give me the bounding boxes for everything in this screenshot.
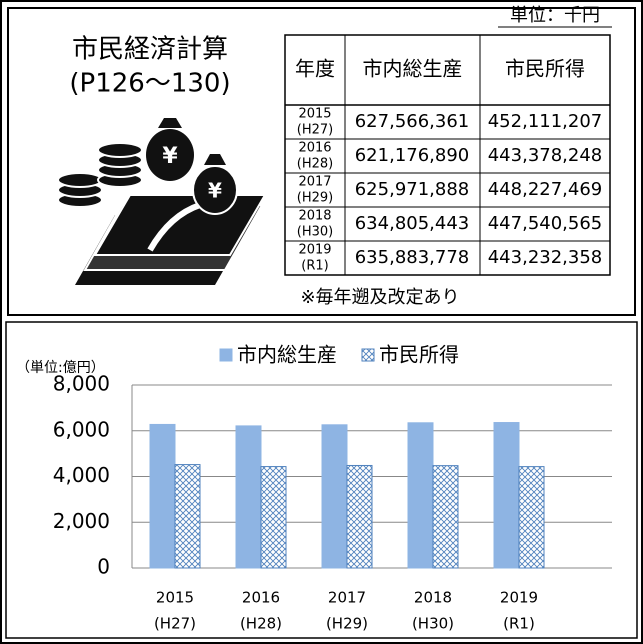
table-border bbox=[284, 34, 611, 276]
table-year: 2018 bbox=[298, 209, 331, 224]
svg-text:¥: ¥ bbox=[162, 144, 178, 169]
table-era: (H28) bbox=[297, 157, 333, 172]
x-tick-note: (R1) bbox=[503, 615, 535, 633]
x-tick-note: (H30) bbox=[412, 615, 454, 633]
table-era: (R1) bbox=[301, 259, 328, 274]
table-cell: 443,232,358 bbox=[488, 247, 603, 268]
bar bbox=[432, 465, 459, 569]
table-cell: 443,378,248 bbox=[488, 145, 603, 166]
svg-text:¥: ¥ bbox=[208, 179, 222, 203]
bar bbox=[235, 425, 262, 569]
table-note: ※毎年遡及改定あり bbox=[300, 287, 459, 308]
table-header: 年度 bbox=[295, 57, 335, 81]
unit: 単位：千円 bbox=[510, 5, 600, 26]
x-tick-note: (H27) bbox=[154, 615, 196, 633]
x-tick-note: (H28) bbox=[240, 615, 282, 633]
subtitle: (P126〜130) bbox=[69, 69, 230, 99]
legend-swatch bbox=[361, 348, 375, 362]
table-cell: 621,176,890 bbox=[355, 145, 470, 166]
x-tick-label: 2018 bbox=[414, 589, 452, 607]
y-tick-label: 4,000 bbox=[53, 463, 110, 487]
table-header: 市内総生産 bbox=[363, 57, 463, 81]
bar bbox=[260, 466, 287, 569]
y-tick-label: 6,000 bbox=[53, 417, 110, 441]
legend-swatch bbox=[219, 348, 233, 362]
x-tick-note: (H29) bbox=[326, 615, 368, 633]
bar bbox=[149, 423, 176, 569]
table-cell: 627,566,361 bbox=[355, 111, 470, 132]
y-tick-label: 8,000 bbox=[53, 372, 110, 396]
legend-label: 市内総生産 bbox=[237, 343, 337, 367]
table-year: 2017 bbox=[298, 175, 331, 190]
table-year: 2015 bbox=[298, 107, 331, 122]
table-era: (H29) bbox=[297, 191, 333, 206]
bar bbox=[407, 422, 434, 569]
y-tick-label: 0 bbox=[97, 555, 110, 579]
table-cell: 452,111,207 bbox=[488, 111, 603, 132]
bar bbox=[518, 466, 545, 569]
x-tick-label: 2017 bbox=[328, 589, 366, 607]
table-cell: 635,883,778 bbox=[355, 247, 470, 268]
chart-panel bbox=[5, 321, 638, 639]
legend-label: 市民所得 bbox=[379, 343, 459, 367]
table-cell: 625,971,888 bbox=[355, 179, 470, 200]
bar bbox=[346, 464, 373, 569]
bar bbox=[493, 422, 520, 569]
table-era: (H30) bbox=[297, 225, 333, 240]
x-tick-label: 2016 bbox=[242, 589, 280, 607]
title: 市民経済計算 bbox=[72, 35, 228, 65]
y-tick-label: 2,000 bbox=[53, 509, 110, 533]
table-cell: 634,805,443 bbox=[355, 213, 470, 234]
table-header: 市民所得 bbox=[505, 57, 585, 81]
x-tick-label: 2015 bbox=[156, 589, 194, 607]
table-era: (H27) bbox=[297, 123, 333, 138]
top-panel bbox=[7, 7, 636, 316]
money-icon: ¥ ¥ bbox=[57, 118, 267, 285]
table-year: 2016 bbox=[298, 141, 331, 156]
bar bbox=[321, 424, 348, 569]
table-cell: 448,227,469 bbox=[488, 179, 603, 200]
unit-label: （単位:億円） bbox=[16, 360, 105, 376]
x-tick-label: 2019 bbox=[500, 589, 538, 607]
table-year: 2019 bbox=[298, 243, 331, 258]
bar bbox=[174, 464, 201, 569]
table-cell: 447,540,565 bbox=[488, 213, 603, 234]
